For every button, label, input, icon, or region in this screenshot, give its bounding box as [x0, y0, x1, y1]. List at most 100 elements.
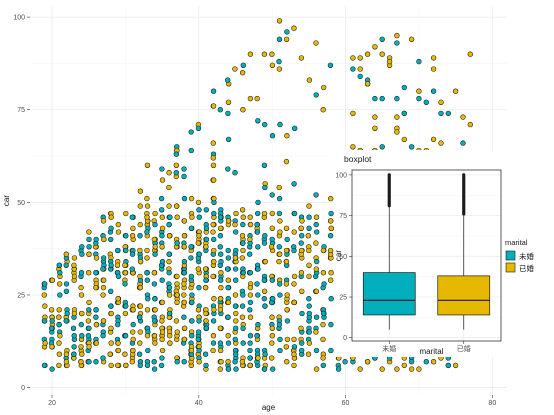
scatter-point — [269, 210, 275, 217]
scatter-point — [100, 218, 107, 224]
scatter-point — [327, 247, 334, 254]
scatter-point — [269, 277, 275, 283]
scatter-point — [233, 229, 239, 235]
scatter-point — [394, 366, 400, 372]
scatter-point — [196, 359, 202, 365]
scatter-point — [159, 233, 165, 239]
scatter-point — [240, 62, 246, 68]
scatter-point — [217, 233, 224, 239]
scatter-point — [41, 362, 48, 369]
scatter-point — [269, 62, 276, 68]
scatter-point — [159, 225, 166, 231]
scatter-point — [232, 292, 239, 298]
scatter-point — [123, 233, 129, 239]
scatter-point — [189, 318, 195, 324]
scatter-point — [79, 251, 85, 257]
scatter-point — [144, 195, 150, 202]
scatter-point — [277, 292, 283, 298]
scatter-point — [195, 329, 202, 335]
y-tick-label: 100 — [13, 15, 25, 22]
scatter-point — [159, 299, 165, 306]
scatter-point — [86, 299, 92, 306]
scatter-point — [291, 247, 297, 254]
scatter-point — [174, 240, 180, 246]
scatter-point — [394, 129, 400, 135]
scatter-point — [328, 195, 334, 202]
scatter-point — [401, 110, 407, 117]
scatter-point — [232, 359, 238, 365]
scatter-point — [101, 277, 107, 283]
scatter-point — [240, 240, 246, 246]
scatter-point — [152, 318, 158, 324]
scatter-point — [386, 58, 393, 65]
scatter-point — [313, 240, 319, 246]
scatter-point — [299, 218, 305, 224]
scatter-point — [270, 366, 276, 372]
scatter-point — [78, 344, 84, 350]
scatter-point — [313, 92, 319, 98]
scatter-point — [232, 255, 239, 261]
scatter-point — [306, 303, 312, 309]
scatter-point — [210, 103, 217, 109]
scatter-point — [210, 347, 216, 354]
scatter-point — [379, 366, 385, 372]
scatter-point — [210, 221, 216, 228]
scatter-point — [136, 351, 143, 357]
scatter-point — [306, 247, 312, 254]
scatter-point — [85, 318, 92, 324]
scatter-point — [211, 247, 217, 254]
scatter-point — [166, 251, 172, 257]
scatter-point — [145, 296, 151, 302]
scatter-point — [217, 325, 223, 331]
scatter-point — [63, 251, 69, 257]
scatter-point — [320, 355, 326, 361]
legend-label-unmarried: 未婚 — [519, 251, 534, 261]
scatter-point — [299, 340, 305, 346]
scatter-point — [255, 266, 261, 272]
scatter-point — [188, 195, 195, 202]
scatter-point — [283, 281, 290, 287]
scatter-point — [408, 359, 415, 365]
scatter-point — [181, 314, 187, 320]
scatter-point — [86, 325, 92, 331]
scatter-point — [158, 195, 165, 202]
scatter-point — [174, 273, 180, 280]
scatter-point — [211, 210, 217, 217]
scatter-point — [159, 318, 165, 324]
scatter-point — [203, 236, 210, 243]
scatter-point — [108, 310, 114, 317]
scatter-point — [364, 359, 371, 365]
scatter-point — [56, 314, 62, 320]
scatter-point — [247, 314, 254, 320]
scatter-point — [86, 359, 92, 365]
scatter-point — [196, 318, 202, 324]
scatter-point — [225, 333, 231, 339]
scatter-point — [291, 336, 297, 343]
scatter-point — [357, 55, 363, 61]
scatter-point — [130, 336, 136, 343]
scatter-point — [137, 258, 144, 265]
scatter-point — [394, 40, 400, 46]
scatter-point — [93, 321, 100, 328]
scatter-point — [174, 329, 180, 335]
inset-y-tick-label: 75 — [339, 213, 347, 220]
scatter-point — [202, 284, 209, 291]
scatter-point — [189, 333, 195, 339]
scatter-point — [364, 51, 371, 57]
scatter-point — [261, 210, 268, 217]
scatter-point — [261, 277, 267, 283]
scatter-point — [71, 255, 78, 261]
scatter-point — [314, 229, 320, 235]
scatter-point — [100, 266, 106, 272]
scatter-point — [57, 333, 63, 339]
scatter-point — [108, 214, 114, 220]
scatter-point — [445, 110, 451, 117]
inset-y-tick-label: 25 — [339, 295, 347, 302]
box-1 — [437, 173, 491, 330]
scatter-point — [218, 284, 224, 291]
scatter-point — [268, 244, 275, 250]
scatter-point — [158, 362, 165, 369]
scatter-point — [63, 262, 69, 268]
scatter-point — [408, 36, 415, 42]
